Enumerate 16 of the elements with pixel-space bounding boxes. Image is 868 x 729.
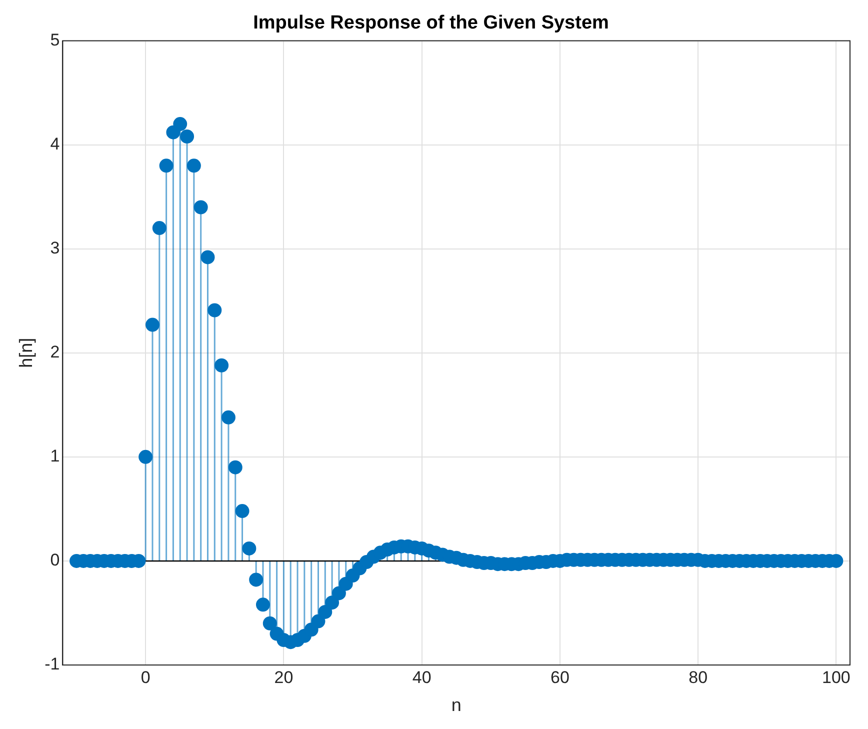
y-axis-title: h[n] [16, 338, 36, 368]
y-tick-label: 3 [50, 238, 60, 258]
x-tick-label: 80 [688, 668, 708, 687]
y-tick-label: -1 [44, 654, 60, 674]
y-tick-label: 0 [50, 550, 60, 570]
chart-title: Impulse Response of the Given System [253, 12, 609, 34]
x-tick-label: 40 [412, 668, 432, 687]
y-tick-label: 5 [50, 30, 60, 50]
y-tick-label: 1 [50, 446, 60, 466]
y-tick-label: 4 [50, 134, 60, 154]
x-tick-label: 0 [140, 668, 150, 687]
x-tick-label: 100 [822, 668, 850, 687]
y-tick-label: 2 [50, 342, 60, 362]
x-tick-label: 60 [550, 668, 570, 687]
x-axis-title: n [451, 695, 462, 716]
x-tick-label: 20 [274, 668, 294, 687]
